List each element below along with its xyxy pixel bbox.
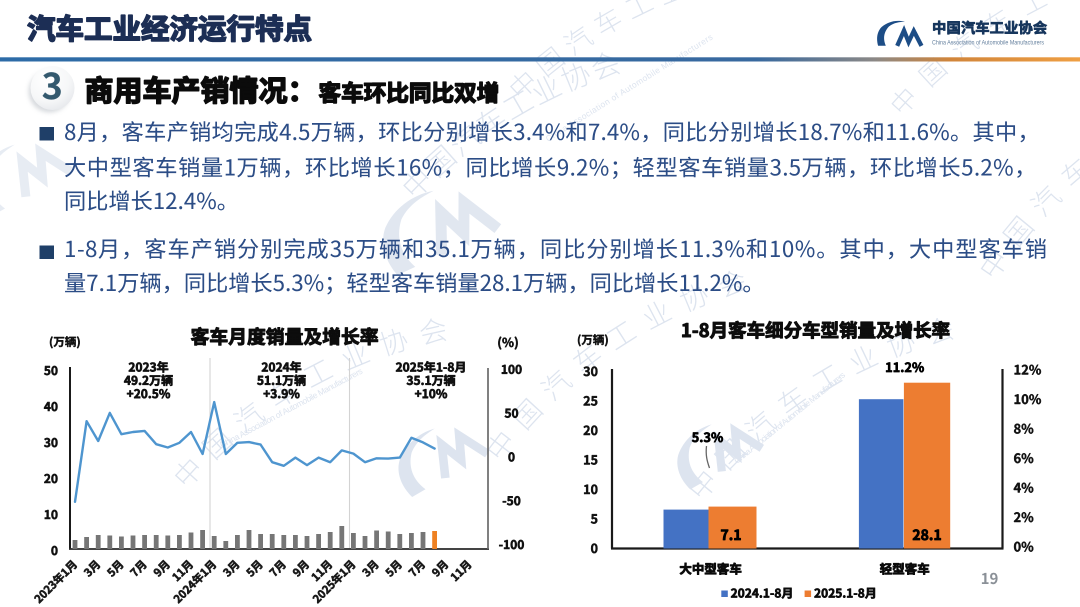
- svg-text:China Association of Automobil: China Association of Automobile Manufact…: [932, 40, 1044, 47]
